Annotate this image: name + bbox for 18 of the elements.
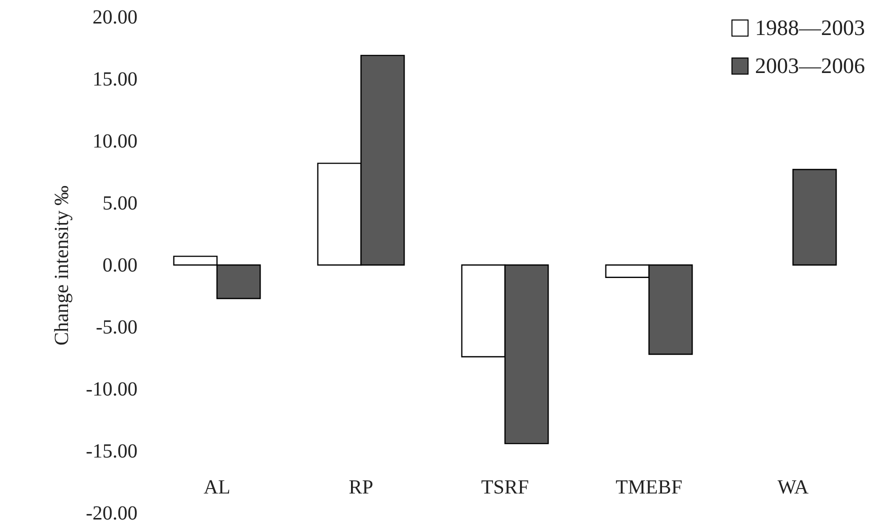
x-tick-label: RP [348,476,374,498]
y-tick-label: 0.00 [102,254,138,276]
legend-label: 2003—2006 [755,53,865,78]
y-tick-label: 15.00 [92,68,138,90]
y-tick-label: -15.00 [86,440,138,462]
bar [792,168,837,266]
y-tick-label: 5.00 [102,192,138,214]
y-tick-label: -5.00 [96,316,138,338]
y-tick-label: -10.00 [86,378,138,400]
legend-label: 1988—2003 [755,15,865,40]
x-tick-label: TSRF [481,476,529,498]
y-tick-label: 10.00 [92,130,138,152]
x-tick-label: WA [777,476,810,498]
y-axis-title: Change intensity ‰ [50,186,73,346]
x-tick-label: TMEBF [616,476,682,498]
x-tick-label: AL [204,476,230,498]
y-tick-label: 20.00 [92,6,138,28]
y-tick-label: -20.00 [86,502,138,522]
